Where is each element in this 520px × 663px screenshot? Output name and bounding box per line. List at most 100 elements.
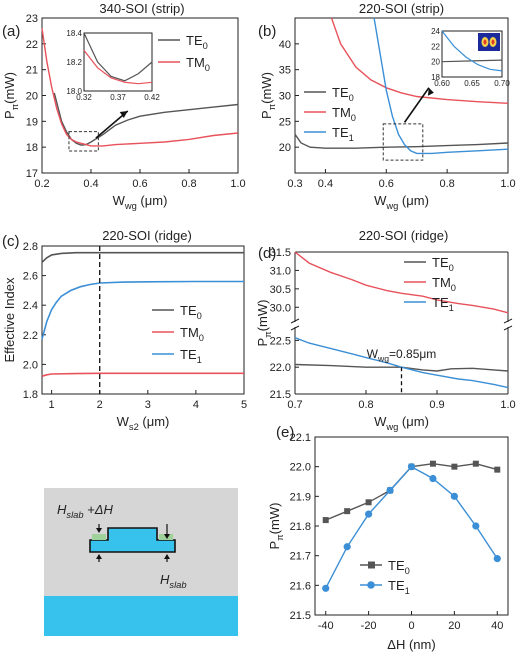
x-axis-label: Wwg (μm) [374,414,429,432]
ridge-waveguide-diagram: Hslab +ΔH Hslab [44,488,238,636]
legend-label-te0: TE0 [180,303,202,321]
y-tick-label: 25 [279,116,291,128]
series-line-te0 [294,363,509,372]
legend-label-tm0: TM0 [432,275,456,293]
legend-label-te1: TE1 [180,347,202,365]
legend-marker [368,561,375,569]
data-point-te1 [450,492,458,500]
y-axis-label: Pπ(mW) [255,300,273,347]
data-point-te1 [386,486,394,494]
x-tick-label: 0.6 [379,178,394,190]
data-point-te1 [407,463,416,471]
inset-x-tick-label: 0.65 [464,79,480,88]
legend-label-tm0: TM0 [186,55,210,73]
mode-core-right [491,39,495,45]
x-tick-label: -20 [361,620,377,632]
series-line-tm0 [294,251,509,314]
series-line-tm0 [41,372,244,377]
chart-panel-a: 0.2 0.4 0.6 0.8 1.0 17 18 19 20 21 22 23 340-SOI (st… [2,1,246,211]
x-axis-label: Ws2 (μm) [117,414,170,432]
y-tick-label: 22.1 [290,432,311,444]
zoom-box [68,131,99,152]
inset-line-te0 [83,32,153,82]
series-line-te0 [294,133,509,149]
axis-break-mark [290,325,300,331]
y-tick-label: 2.2 [23,330,38,342]
plot-frame [41,245,245,395]
dim-arrowhead [164,554,170,559]
panel-label: (d) [258,245,276,262]
y-tick-label: 20 [26,91,38,103]
x-tick-label: 0.8 [181,178,196,190]
y-tick-label: 30.0 [270,302,291,314]
data-point-te0 [472,460,479,467]
legend-label-tm0: TM0 [180,325,204,343]
arrow-head [427,87,434,96]
chart-title: 340-SOI (strip) [99,1,184,16]
x-tick-label: 1.0 [500,178,515,190]
data-point-te0 [344,508,351,515]
data-point-te1 [493,555,501,563]
x-tick-label: 0.3 [287,178,302,190]
y-axis-label: Pπ(mW) [267,503,285,550]
ridge-waveguide [89,527,176,553]
series-line-te1 [325,465,498,589]
legend-label-te0: TE0 [332,85,354,103]
arrow-head [119,111,128,118]
inset-frame [83,32,153,92]
y-tick-label: 35 [279,65,291,77]
data-point-te1 [429,474,437,483]
legend-label-te0: TE0 [186,33,208,51]
substrate-region [44,596,238,636]
chart-title: 220-SOI (strip) [359,1,444,16]
chart-panel-e: -40 -20 0 20 40 21.5 21.6 21.7 21.8 21.9 22.0 22.1(… [267,424,509,652]
chart-title: 220-SOI (ridge) [359,228,449,243]
y-tick-label: 21.7 [290,551,311,563]
axis-break-mark [503,325,513,331]
y-tick-label: 23 [26,13,38,25]
inset-y-tick-label: 18 [431,73,440,82]
y-tick-label: 2.8 [23,241,38,253]
inset-line-tm0 [83,50,153,85]
y-tick-label: 22.5 [270,335,291,347]
series-line-tm0 [330,17,509,104]
y-tick-label: 18 [26,142,38,154]
chart-panel-b: 0.3 0.4 0.6 0.8 1.0 20 25 30 35 40 220-SOI (strip)… [258,1,516,211]
annotation-wwg: Wwg=0.85μm [367,347,437,364]
data-point-te1 [365,510,373,518]
slab-increment-left [92,534,106,540]
label-hslab: Hslab [160,572,187,590]
panel-label: (a) [2,23,20,40]
inset-line-te1 [441,30,503,72]
y-tick-label: 21.5 [270,389,291,401]
data-point-te0 [322,517,329,524]
legend-label-te1: TE1 [432,295,454,313]
x-tick-label: 2 [97,399,103,411]
y-tick-label: 21.8 [290,521,311,533]
y-tick-label: 30.5 [270,284,291,296]
y-tick-label: 21.9 [290,491,311,503]
x-tick-label: 3 [145,399,151,411]
x-axis-label: ΔH (nm) [387,637,435,652]
y-tick-label: 20 [279,142,291,154]
panel-label: (b) [258,23,276,40]
inset-x-tick-label: 0.37 [110,93,126,102]
inset-y-tick-label: 24 [431,27,440,36]
y-tick-label: 1.8 [23,389,38,401]
x-tick-label: 0.6 [132,178,147,190]
inset-x-tick-label: 0.60 [434,79,450,88]
chart-title: 220-SOI (ridge) [102,228,192,243]
y-tick-label: 22.0 [270,362,291,374]
legend-label-tm0: TM0 [332,105,356,123]
y-axis-label: Pπ(mW) [2,72,20,119]
y-tick-label: 21.5 [290,610,311,622]
x-tick-label: 4 [193,399,199,411]
legend-label-te0: TE0 [388,558,410,576]
y-tick-label: 22.0 [290,462,311,474]
x-tick-label: 0.4 [83,178,98,190]
axis-break-mark [290,318,300,324]
x-tick-label: 0.8 [358,399,373,411]
label-hslab-plus-dh: Hslab +ΔH [57,502,113,520]
dim-arrowhead [96,528,102,533]
inset-y-tick-label: 18.4 [66,29,82,38]
